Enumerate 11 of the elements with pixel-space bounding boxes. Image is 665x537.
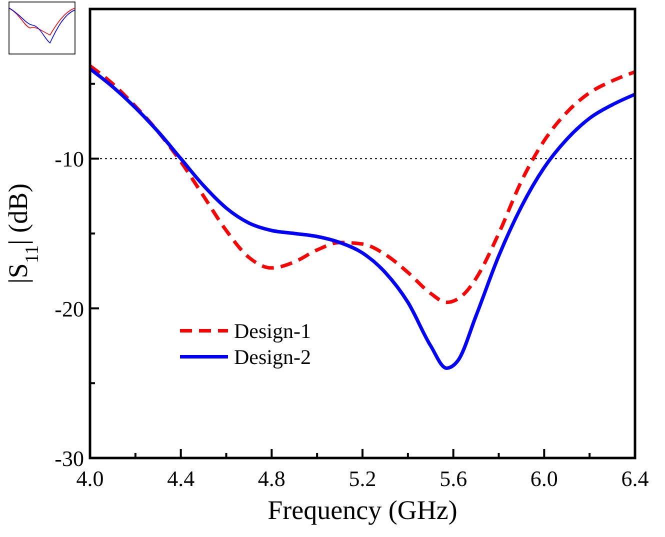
y-tick-label: -20: [54, 296, 84, 322]
x-tick-label: 4.8: [258, 466, 286, 491]
legend-label: Design-1: [234, 318, 311, 343]
legend-label: Design-2: [234, 344, 311, 369]
x-tick-label: 4.4: [167, 466, 195, 491]
x-tick-label: 6.0: [530, 466, 558, 491]
x-tick-label: 6.4: [621, 466, 649, 491]
x-tick-label: 5.2: [348, 466, 376, 491]
x-axis-title: Frequency (GHz): [268, 495, 458, 525]
y-tick-label: -10: [54, 146, 84, 172]
x-tick-label: 5.6: [440, 466, 468, 491]
